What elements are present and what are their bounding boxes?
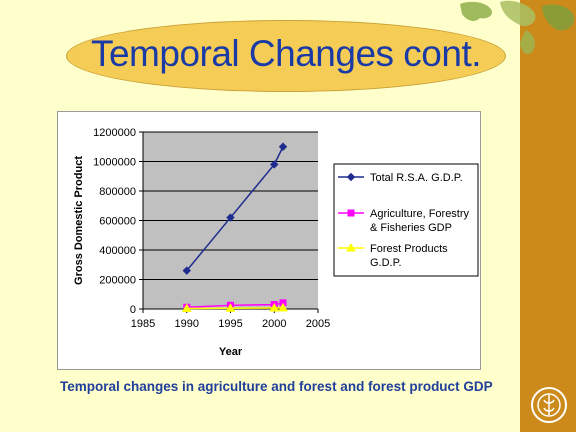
title-banner: Temporal Changes cont. <box>66 20 506 92</box>
y-tick-label: 200000 <box>99 275 136 287</box>
sidebar-band <box>520 0 576 432</box>
series-3-point <box>181 303 192 313</box>
series-3-point <box>278 302 288 312</box>
series-line-1 <box>186 146 284 272</box>
y-axis-title: Gross Domestic Product <box>73 156 85 285</box>
y-tick-label: 600000 <box>99 216 136 228</box>
page-title: Temporal Changes cont. <box>90 33 482 74</box>
series-3-point <box>225 303 236 312</box>
chart-caption: Temporal changes in agriculture and fore… <box>60 379 493 394</box>
world-map-strip <box>460 0 575 55</box>
y-tick-label: 0 <box>130 304 136 316</box>
legend-swatch-marker <box>346 242 356 252</box>
x-tick-label: 2000 <box>262 318 286 330</box>
series-3-point <box>269 302 280 312</box>
series-1-point <box>278 142 288 151</box>
legend-label-1: Total R.S.A. G.D.P. <box>370 172 463 184</box>
legend-swatch-marker <box>346 172 356 182</box>
gdp-line-chart: 0 200000 400000 600000 800000 1000000 1200000 1… <box>73 127 479 358</box>
series-1-point <box>270 160 279 169</box>
x-axis-title: Year <box>219 346 243 358</box>
fao-logo-icon <box>531 387 567 423</box>
legend-box <box>333 163 479 277</box>
x-tick-label: 1985 <box>131 318 155 330</box>
legend-label-2: Agriculture, Forestry & Fisheries GDP <box>370 208 470 234</box>
x-tick-label: 2005 <box>306 318 330 330</box>
x-tick-label: 1990 <box>175 318 199 330</box>
series-line-2 <box>186 302 284 308</box>
y-tick-label: 800000 <box>99 186 136 198</box>
x-tick-label: 1995 <box>218 318 242 330</box>
y-tick-label: 400000 <box>99 245 136 257</box>
chart-frame: 0 200000 400000 600000 800000 1000000 1200000 1… <box>57 111 481 370</box>
legend-swatch-marker <box>347 209 355 217</box>
y-tick-label: 1000000 <box>93 157 136 169</box>
series-line-3 <box>186 307 284 310</box>
legend-label-3: Forest Products G.D.P. <box>370 243 448 269</box>
y-tick-label: 1200000 <box>93 127 136 139</box>
title-ellipse <box>66 20 506 92</box>
series-1-point <box>182 266 191 275</box>
series-1-point <box>226 213 235 222</box>
